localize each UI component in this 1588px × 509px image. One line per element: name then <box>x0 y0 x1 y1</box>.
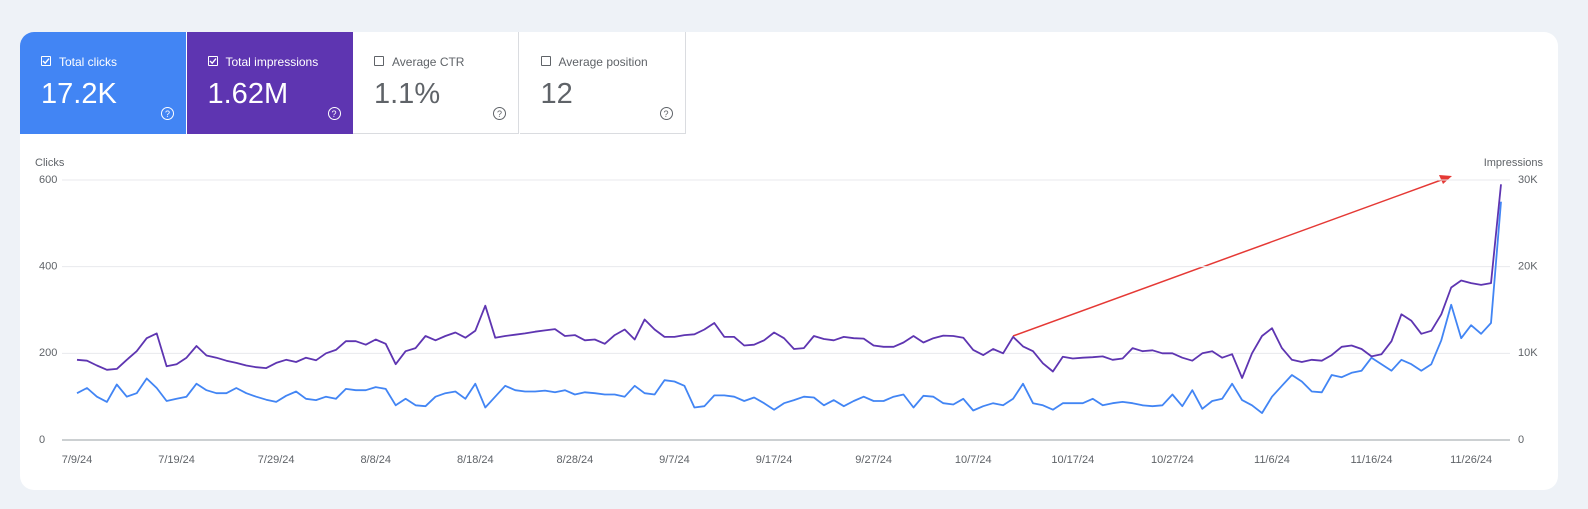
x-tick-label: 10/7/24 <box>955 454 992 466</box>
metric-value: 1.62M <box>207 78 289 110</box>
y-tick-label: 0 <box>39 434 45 446</box>
y-tick-label: 200 <box>39 347 57 359</box>
metric-card[interactable]: Average position 12? <box>519 32 686 134</box>
checkbox[interactable] <box>41 56 51 66</box>
metric-card[interactable]: Average CTR 1.1%? <box>353 32 519 134</box>
x-tick-label: 8/28/24 <box>557 454 594 466</box>
help-icon: ? <box>161 107 174 120</box>
y-tick-label: 400 <box>39 261 57 273</box>
metric-label-text: Average position <box>558 55 648 69</box>
x-tick-label: 9/7/24 <box>659 454 690 466</box>
y2-axis-label: Impressions <box>1484 157 1544 169</box>
metric-label: Average CTR <box>374 55 464 69</box>
y-tick-label: 600 <box>39 174 57 186</box>
y2-tick-label: 10K <box>1518 347 1538 359</box>
x-tick-label: 11/26/24 <box>1450 454 1492 466</box>
metric-label-text: Total clicks <box>59 55 118 69</box>
x-tick-label: 11/6/24 <box>1254 454 1290 466</box>
checkbox[interactable] <box>207 56 218 66</box>
metric-label: Total impressions <box>208 55 319 69</box>
metric-label-text: Average CTR <box>392 55 465 69</box>
metric-value: 1.1% <box>374 78 441 110</box>
y2-tick-label: 0 <box>1518 434 1524 446</box>
x-tick-label: 10/17/24 <box>1051 454 1094 466</box>
metric-label: Average position <box>541 55 648 69</box>
x-tick-label: 8/8/24 <box>360 454 391 466</box>
x-tick-label: 7/9/24 <box>62 454 93 466</box>
x-tick-label: 11/16/24 <box>1351 454 1393 466</box>
x-tick-label: 7/29/24 <box>258 454 295 466</box>
metric-value: 17.2K <box>41 78 117 110</box>
x-tick-label: 9/27/24 <box>855 454 892 466</box>
x-tick-label: 10/27/24 <box>1151 454 1194 466</box>
x-tick-label: 8/18/24 <box>457 454 494 466</box>
metric-value: 12 <box>540 78 573 110</box>
help-icon: ? <box>327 107 341 120</box>
y2-tick-label: 20K <box>1518 261 1538 273</box>
series-line <box>76 184 1502 379</box>
x-tick-label: 9/17/24 <box>756 454 793 466</box>
metric-label: Total clicks <box>41 55 117 69</box>
y2-tick-label: 30K <box>1518 174 1538 186</box>
chart: Clicks Impressions 0 200 400 600 0 10K 20K 30K 7… <box>35 157 1544 466</box>
annotation-arrow <box>1012 178 1445 337</box>
metric-card[interactable]: Total impressions 1.62M? <box>186 32 353 134</box>
series-line <box>76 201 1502 414</box>
metric-label-text: Total impressions <box>225 55 319 69</box>
y-axis-label: Clicks <box>35 157 65 169</box>
checkbox[interactable] <box>540 56 551 66</box>
x-tick-label: 7/19/24 <box>158 454 195 466</box>
checkbox[interactable] <box>374 56 384 66</box>
help-icon: ? <box>493 107 506 120</box>
help-icon: ? <box>659 107 673 120</box>
report-panel: Total clicks 17.2K? Total impressions 1.62M… <box>20 32 1558 490</box>
metric-card[interactable]: Total clicks 17.2K? <box>20 32 186 134</box>
